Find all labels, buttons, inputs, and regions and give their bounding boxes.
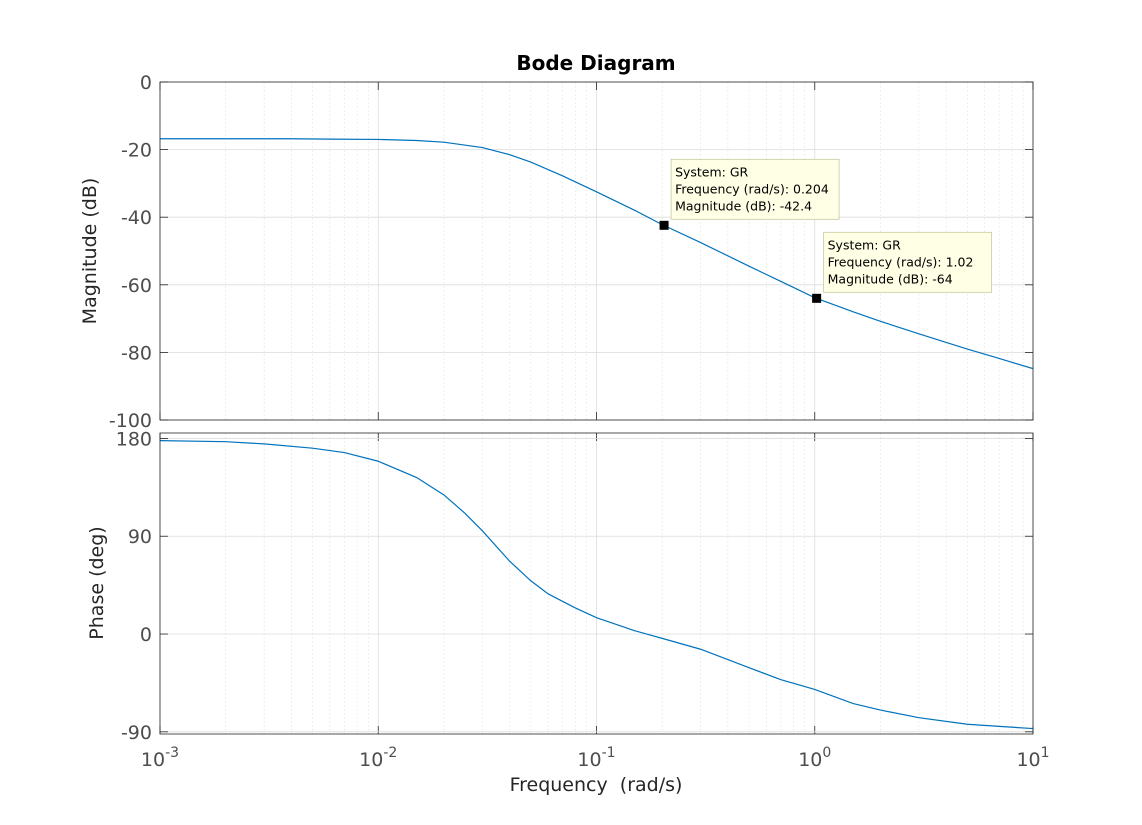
phase-y-ticks: -90 0 90 180 [116, 428, 152, 743]
phase-series-line [159, 440, 1034, 730]
datatip-marker[interactable] [659, 220, 669, 230]
datatip-text: System: GR [675, 164, 748, 179]
x-tick-label: 10-3 [141, 745, 179, 771]
datatip-box [670, 158, 840, 220]
datatip-text: System: GR [828, 237, 901, 252]
magnitude-ylabel: Magnitude (dB) [79, 178, 101, 325]
phase-axes-frame [159, 432, 1034, 735]
chart-title: Bode Diagram [516, 51, 675, 75]
frequency-tick-labels: 10-3 10-2 10-1 100 101 [141, 745, 1050, 771]
x-tick-label: 10-1 [577, 745, 615, 771]
y-tick-label: -100 [109, 410, 152, 432]
phase-panel: -90 0 90 180 Phase (deg) [86, 428, 1034, 744]
magnitude-y-ticks: -100 -80 -60 -40 -20 0 [109, 72, 152, 432]
datatip-text: Magnitude (dB): -42.4 [675, 198, 812, 213]
y-tick-label: -90 [121, 722, 152, 744]
datatip-text: Magnitude (dB): -64 [828, 271, 953, 286]
magnitude-series-line [160, 138, 1034, 370]
y-tick-label: -20 [121, 140, 152, 162]
datatip-box [823, 231, 993, 293]
datatip[interactable]: System: GR Frequency (rad/s): 1.02 Magnitu… [812, 231, 993, 303]
datatip-text: Frequency (rad/s): 1.02 [828, 254, 974, 269]
y-tick-label: 90 [128, 526, 152, 548]
magnitude-panel: -100 -80 -60 -40 -20 0 System: GR Frequency (r… [79, 72, 1034, 432]
phase-ylabel: Phase (deg) [86, 526, 108, 639]
y-tick-label: -80 [121, 342, 152, 364]
x-tick-label: 100 [798, 745, 831, 771]
datatip[interactable]: System: GR Frequency (rad/s): 0.204 Magnit… [659, 158, 840, 230]
y-tick-label: -60 [121, 275, 152, 297]
datatip-text: Frequency (rad/s): 0.204 [675, 181, 829, 196]
x-axis-label: Frequency (rad/s) [510, 774, 683, 796]
magnitude-axes-frame [159, 81, 1034, 421]
y-tick-label: -40 [121, 207, 152, 229]
y-tick-label: 0 [140, 72, 152, 94]
x-tick-label: 101 [1016, 745, 1049, 771]
y-tick-label: 0 [140, 624, 152, 646]
datatip-marker[interactable] [812, 293, 822, 303]
x-tick-label: 10-2 [359, 745, 397, 771]
y-tick-label: 180 [116, 428, 152, 450]
magnitude-datatips: System: GR Frequency (rad/s): 0.204 Magnit… [659, 158, 993, 303]
